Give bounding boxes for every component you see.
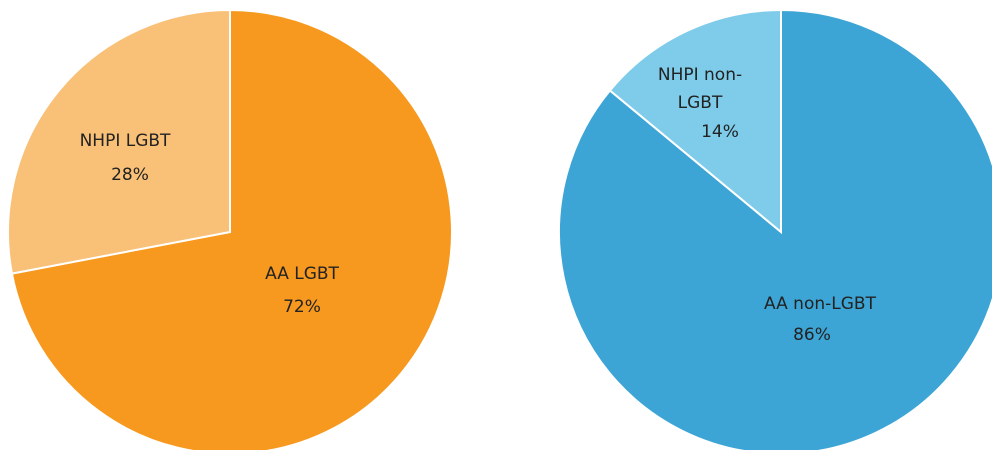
slice-label: NHPI non-LGBT [657, 65, 743, 113]
slice-label: NHPI LGBT [79, 131, 171, 151]
slice-label: AA LGBT [265, 264, 339, 284]
pie-slice [7, 8, 231, 275]
pie-slice [608, 8, 782, 235]
slice-value: 72% [283, 297, 321, 317]
slice-value: 28% [111, 165, 149, 185]
pie-slice [10, 8, 453, 450]
slice-value: 86% [793, 325, 831, 345]
pie-slice [558, 8, 992, 450]
slice-label: AA non-LGBT [764, 294, 876, 314]
slice-value: 14% [701, 122, 739, 142]
